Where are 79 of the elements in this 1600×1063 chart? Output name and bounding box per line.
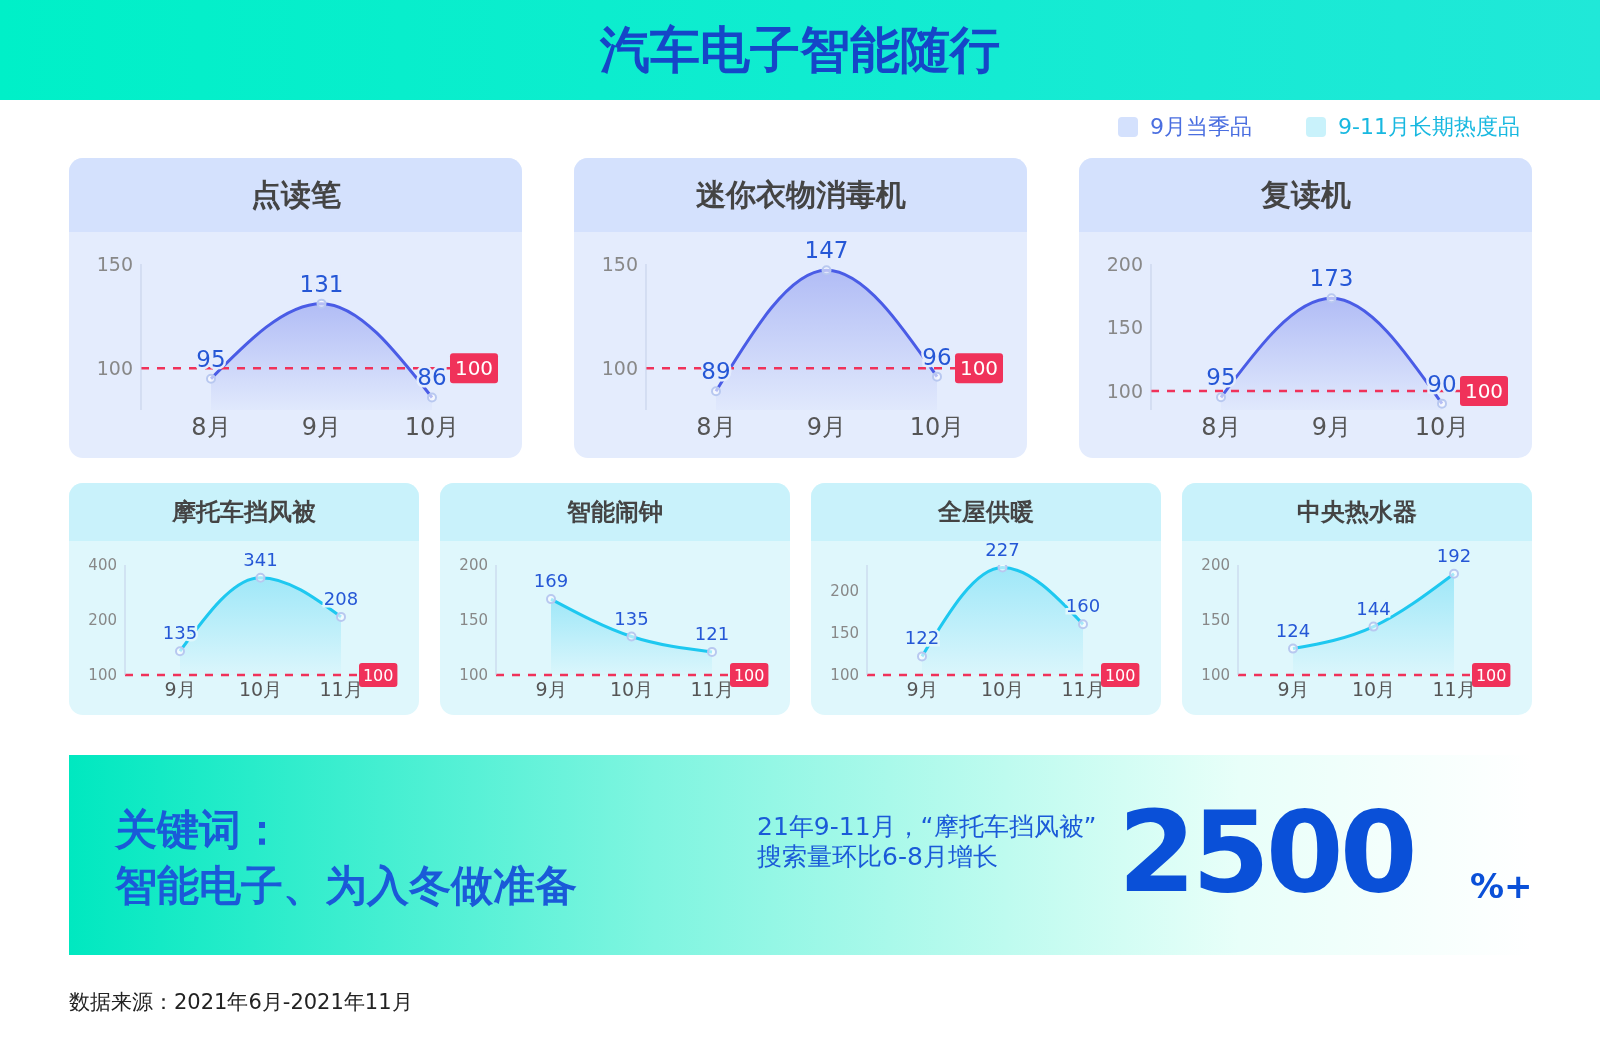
x-tick-label: 10月 [1351, 678, 1396, 701]
data-label: 208 [323, 587, 359, 609]
x-tick-label: 10月 [909, 413, 965, 442]
text: 9月当季品 [1149, 113, 1252, 141]
x-tick-label: 10月 [404, 413, 460, 442]
data-label: 121 [694, 622, 730, 644]
y-tick-label: 200 [459, 556, 488, 575]
x-tick-label: 9月 [301, 413, 342, 442]
x-tick-label: 11月 [1061, 678, 1105, 701]
data-label: 95 [1206, 364, 1236, 391]
chart-title: 迷你衣物消毒机 [574, 158, 1027, 232]
ref-line-label: 100 [959, 356, 999, 381]
x-tick-label: 10月 [1414, 413, 1470, 442]
chart-title: 摩托车挡风被 [69, 483, 419, 541]
y-tick-label: 200 [88, 611, 117, 630]
ref-line-label: 100 [362, 665, 394, 685]
y-tick-label: 200 [1201, 556, 1230, 575]
y-tick-label: 150 [1201, 611, 1230, 630]
data-label: 95 [196, 345, 226, 372]
text: %+ [1470, 866, 1533, 906]
x-tick-label: 10月 [238, 678, 283, 701]
y-tick-label: 100 [830, 666, 859, 685]
x-tick-label: 9月 [906, 678, 938, 701]
data-label: 86 [417, 364, 447, 391]
text: 关键词： [115, 804, 284, 856]
data-label: 227 [985, 538, 1020, 560]
x-tick-label: 10月 [980, 678, 1025, 701]
x-tick-label: 8月 [696, 413, 736, 442]
data-label: 144 [1356, 597, 1391, 619]
y-tick-label: 100 [1106, 379, 1143, 402]
text: 21年9-11月，“摩托车挡风被” [757, 812, 1097, 842]
data-label: 147 [804, 237, 849, 264]
text: 2500 [1118, 786, 1414, 919]
y-tick-label: 150 [96, 252, 133, 275]
x-tick-label: 8月 [1201, 413, 1241, 442]
x-tick-label: 9月 [1277, 678, 1309, 701]
x-tick-label: 9月 [164, 678, 196, 701]
y-tick-label: 150 [1106, 316, 1143, 339]
source-note: 数据来源：2021年6月-2021年11月 [69, 989, 413, 1016]
chart-title: 全屋供暖 [938, 498, 1034, 526]
x-tick-label: 10月 [609, 678, 654, 701]
chart-title: 智能闹钟 [440, 483, 790, 541]
ref-line-label: 100 [1464, 379, 1504, 404]
data-label: 169 [533, 570, 569, 592]
x-tick-label: 8月 [191, 413, 231, 442]
ref-line-label: 100 [733, 665, 765, 685]
y-tick-label: 400 [88, 556, 117, 575]
y-tick-label: 100 [459, 666, 488, 685]
chart-title: 点读笔 [69, 158, 522, 232]
data-label: 135 [614, 607, 649, 629]
y-tick-label: 200 [830, 581, 859, 600]
y-tick-label: 100 [1201, 666, 1230, 685]
chart-title: 中央热水器 [1182, 483, 1532, 541]
data-label: 90 [1427, 370, 1457, 397]
text: 汽车电子智能随行 [0, 0, 1600, 100]
data-label: 124 [1275, 619, 1311, 641]
data-label: 131 [299, 270, 344, 297]
x-tick-label: 11月 [319, 678, 363, 701]
y-tick-label: 100 [96, 357, 133, 380]
text: 9-11月长期热度品 [1337, 113, 1520, 141]
x-tick-label: 9月 [1311, 413, 1352, 442]
text: 智能电子、为入冬做准备 [115, 860, 577, 912]
data-label: 160 [1065, 595, 1101, 617]
y-tick-label: 150 [601, 252, 638, 275]
text: 搜索量环比6-8月增长 [757, 842, 999, 872]
y-tick-label: 200 [1106, 252, 1143, 275]
data-label: 173 [1309, 265, 1354, 292]
ref-line-label: 100 [1475, 665, 1507, 685]
data-label: 341 [243, 548, 278, 570]
y-tick-label: 150 [830, 624, 859, 643]
x-tick-label: 11月 [690, 678, 734, 701]
x-tick-label: 11月 [1432, 678, 1476, 701]
x-tick-label: 9月 [806, 413, 847, 442]
x-tick-label: 9月 [535, 678, 567, 701]
y-tick-label: 150 [459, 611, 488, 630]
data-label: 192 [1436, 544, 1472, 566]
data-label: 96 [922, 343, 952, 370]
chart-title: 复读机 [1079, 158, 1532, 232]
y-tick-label: 100 [88, 666, 117, 685]
